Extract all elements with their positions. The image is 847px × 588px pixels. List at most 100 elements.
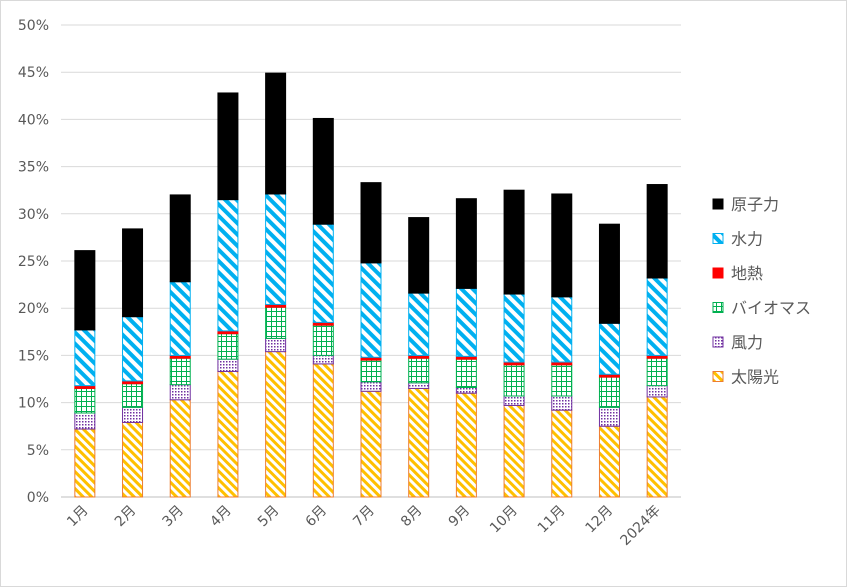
bar-segment: [646, 396, 668, 498]
bar-segment: [74, 250, 96, 331]
bar-segment: [455, 392, 477, 498]
x-tick-label: 10月: [487, 503, 521, 537]
bar-segment: [74, 412, 96, 430]
bar-segment: [503, 293, 525, 363]
bar-segment: [646, 277, 668, 356]
x-tick-label: 12月: [582, 503, 616, 537]
bar-segment: [646, 184, 668, 279]
y-tick-label: 0%: [27, 490, 49, 506]
y-tick-label: 40%: [18, 112, 49, 128]
bar-segment: [360, 182, 382, 264]
bar-segment: [217, 358, 239, 372]
bar-segment: [312, 354, 334, 365]
bar-segment: [169, 399, 191, 498]
bar-segment: [122, 316, 144, 382]
y-tick-label: 5%: [27, 443, 49, 459]
bar-segment: [312, 223, 334, 323]
bar-segment: [217, 199, 239, 332]
bar-segment: [360, 390, 382, 498]
legend-label: 地熱: [731, 264, 763, 283]
bar-segment: [455, 198, 477, 289]
bar-segment: [265, 193, 287, 305]
y-axis-ticks: 0% 5% 10% 15% 20% 25% 30% 35% 40% 45% 50%: [18, 18, 49, 506]
bar-segment: [646, 357, 668, 387]
x-tick-label: 6月: [303, 503, 331, 531]
bar-segment: [598, 425, 620, 498]
bar-segment: [360, 381, 382, 392]
legend-label: バイオマス: [731, 299, 811, 318]
x-tick-label: 11月: [535, 503, 569, 537]
x-axis-ticks: 1月 2月 3月 4月 5月 6月 7月 8月 9月 10月 11月 12月 2024年: [64, 503, 664, 549]
y-tick-label: 50%: [18, 18, 49, 34]
bar-segment: [360, 359, 382, 383]
bar-segment: [551, 193, 573, 298]
bar-segment: [122, 383, 144, 408]
bar-segment: [169, 281, 191, 356]
bar-segment: [408, 387, 430, 498]
bar-segment: [312, 324, 334, 356]
bar-segment: [217, 92, 239, 201]
y-tick-label: 10%: [18, 396, 49, 412]
y-tick-label: 15%: [18, 348, 49, 364]
x-tick-label: 2024年: [618, 503, 664, 549]
y-tick-label: 30%: [18, 207, 49, 223]
bar-segment: [598, 376, 620, 408]
legend-swatch: [712, 302, 724, 313]
bars: [74, 72, 668, 498]
bar-segment: [312, 363, 334, 498]
bar-segment: [408, 217, 430, 294]
bar-segment: [598, 223, 620, 324]
bar-segment: [551, 296, 573, 363]
bar-segment: [122, 421, 144, 498]
bar-segment: [74, 428, 96, 498]
bar-segment: [408, 292, 430, 356]
bar-segment: [312, 117, 334, 225]
bar-segment: [598, 406, 620, 427]
legend-swatch: [712, 198, 724, 210]
x-tick-label: 4月: [207, 503, 235, 531]
x-tick-label: 5月: [255, 503, 283, 531]
bar-segment: [408, 382, 430, 389]
bar-segment: [360, 262, 382, 358]
bar-segment: [217, 333, 239, 360]
bar-segment: [169, 194, 191, 283]
bar-segment: [408, 357, 430, 384]
legend-label: 原子力: [731, 195, 779, 214]
legend-label: 太陽光: [731, 368, 779, 387]
bar-segment: [551, 364, 573, 397]
legend-label: 水力: [731, 230, 763, 249]
bar-segment: [169, 384, 191, 401]
bar-segment: [169, 357, 191, 386]
bar-segment: [455, 287, 477, 357]
bar-segment: [74, 329, 96, 387]
bar-segment: [265, 351, 287, 498]
bar-segment: [646, 385, 668, 398]
x-tick-label: 9月: [446, 503, 474, 531]
legend-swatch: [712, 267, 724, 279]
bar-segment: [74, 387, 96, 414]
bar-segment: [551, 409, 573, 498]
y-tick-label: 45%: [18, 65, 49, 81]
bar-segment: [503, 404, 525, 498]
bar-segment: [122, 406, 144, 423]
legend-label: 風力: [731, 333, 763, 352]
x-tick-label: 1月: [64, 503, 92, 531]
legend-swatch: [712, 233, 724, 244]
bar-segment: [265, 337, 287, 353]
bar-segment: [598, 322, 620, 375]
bar-segment: [265, 72, 287, 195]
bar-segment: [503, 395, 525, 406]
x-tick-label: 7月: [350, 503, 378, 531]
bar-segment: [551, 395, 573, 411]
y-tick-label: 25%: [18, 254, 49, 270]
x-tick-label: 8月: [398, 503, 426, 531]
bar-segment: [217, 370, 239, 498]
bar-segment: [122, 228, 144, 318]
bar-segment: [265, 306, 287, 339]
bar-segment: [455, 358, 477, 388]
bar-segment: [503, 189, 525, 295]
x-tick-label: 2月: [112, 503, 140, 531]
